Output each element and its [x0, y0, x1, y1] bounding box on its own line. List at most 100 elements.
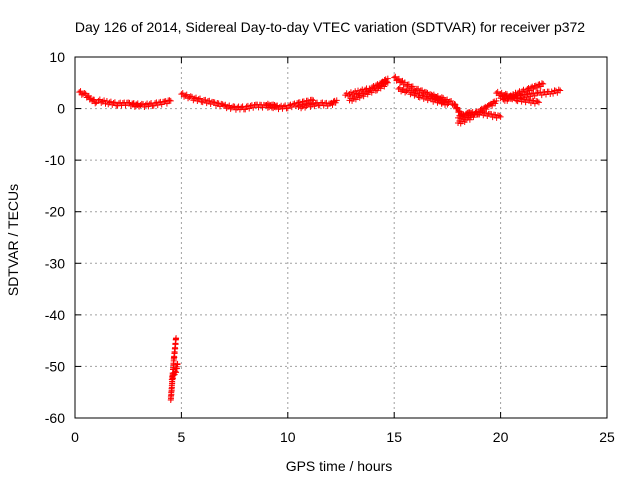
data-point: [250, 104, 257, 111]
data-point: [419, 92, 426, 99]
tick-labels: 0 5 10 15 20 25 10 0 -10 -20 -30 -40 -50 -60: [45, 49, 615, 445]
data-point: [542, 91, 549, 98]
data-point: [182, 92, 189, 99]
data-point: [197, 95, 204, 102]
data-point: [77, 88, 84, 95]
data-point: [540, 80, 547, 87]
data-point: [423, 93, 430, 100]
data-point: [172, 368, 179, 375]
data-point: [259, 104, 266, 111]
data-point: [352, 88, 359, 95]
data-point: [493, 97, 500, 104]
data-point: [404, 87, 411, 94]
data-point: [466, 116, 473, 123]
axes: [74, 56, 608, 419]
data-point: [111, 99, 118, 106]
data-point: [323, 99, 330, 106]
data-point: [415, 93, 422, 100]
data-point: [550, 90, 557, 97]
data-point: [137, 102, 144, 109]
chart-title: Day 126 of 2014, Sidereal Day-to-day VTE…: [75, 19, 585, 35]
data-point: [246, 105, 253, 112]
y-tick-label: 0: [57, 101, 65, 117]
y-tick-label: -10: [45, 152, 65, 168]
data-point: [489, 102, 496, 109]
data-point: [499, 93, 506, 100]
data-point: [403, 88, 410, 95]
data-point: [412, 90, 419, 97]
data-point: [442, 96, 449, 103]
data-point: [223, 105, 230, 112]
data-point: [453, 104, 460, 111]
data-point: [140, 101, 147, 108]
data-point: [476, 109, 483, 116]
data-point: [433, 94, 440, 101]
data-point: [163, 100, 170, 107]
data-point: [242, 106, 249, 113]
y-tick-label: -40: [45, 307, 65, 323]
data-points: [76, 73, 564, 403]
data-point: [167, 97, 174, 104]
x-tick-label: 0: [71, 429, 79, 445]
x-tick-label: 15: [386, 429, 402, 445]
data-point: [154, 102, 161, 109]
data-point: [497, 113, 504, 120]
data-point: [173, 335, 180, 342]
y-tick-label: -30: [45, 255, 65, 271]
data-point: [170, 372, 177, 379]
data-point: [300, 101, 307, 108]
data-point: [448, 98, 455, 105]
y-axis-label: SDTVAR / TECUs: [5, 184, 21, 296]
y-tick-label: -50: [45, 358, 65, 374]
data-point: [518, 91, 525, 98]
data-point: [158, 101, 165, 108]
data-point: [384, 79, 391, 86]
data-point: [174, 360, 181, 367]
data-point: [102, 100, 109, 107]
data-point: [81, 90, 88, 97]
data-point: [398, 78, 405, 85]
data-point: [107, 98, 114, 105]
data-point: [122, 102, 129, 109]
data-point: [288, 104, 295, 111]
data-point: [101, 97, 108, 104]
data-point: [306, 101, 313, 108]
data-point: [377, 85, 384, 92]
data-point: [343, 90, 350, 97]
data-point: [492, 100, 499, 107]
data-point: [144, 100, 151, 107]
data-point: [206, 97, 213, 104]
x-axis-label: GPS time / hours: [286, 458, 393, 474]
data-point: [534, 98, 541, 105]
data-point: [202, 96, 209, 103]
data-point: [169, 375, 176, 382]
data-point: [92, 100, 99, 107]
data-point: [531, 92, 538, 99]
data-point: [479, 108, 486, 115]
data-point: [527, 93, 534, 100]
data-point: [523, 93, 530, 100]
data-point: [166, 97, 173, 104]
data-point: [533, 90, 540, 97]
data-point: [483, 106, 490, 113]
data-point: [76, 89, 83, 96]
data-point: [168, 376, 175, 383]
data-point: [374, 87, 381, 94]
data-point: [98, 99, 105, 106]
data-point: [438, 94, 445, 101]
data-point: [496, 112, 503, 119]
data-point: [195, 96, 202, 103]
y-tick-label: -20: [45, 204, 65, 220]
data-point: [538, 92, 545, 99]
data-point: [451, 100, 458, 107]
x-tick-label: 10: [280, 429, 296, 445]
data-point: [526, 87, 533, 94]
plot-frame: [74, 56, 608, 419]
data-point: [555, 86, 562, 93]
data-point: [329, 101, 336, 108]
data-point: [284, 105, 291, 112]
data-point: [470, 114, 477, 121]
data-point: [150, 102, 157, 109]
